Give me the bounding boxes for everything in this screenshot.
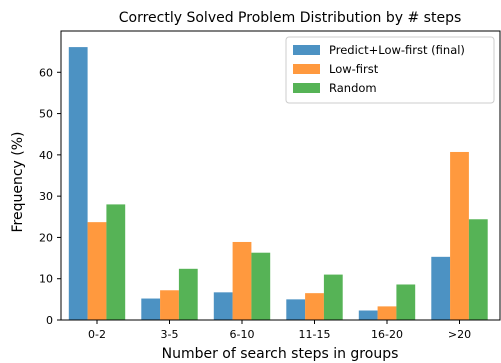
bar-0-3	[286, 299, 306, 320]
x-axis-title: Number of search steps in groups	[162, 346, 399, 362]
legend-box	[285, 36, 495, 104]
bar-0-5	[431, 256, 451, 320]
y-tick-label: 10	[39, 273, 53, 286]
bar-2-3	[323, 274, 343, 320]
bar-1-1	[160, 290, 179, 320]
x-tick-label: 6-10	[230, 328, 255, 341]
y-tick-label: 0	[46, 314, 53, 327]
legend: Predict+Low-first (final) Low-first Random	[285, 36, 495, 104]
y-tick-label: 50	[39, 108, 53, 121]
bar-1-3	[305, 293, 324, 320]
bar-2-4	[396, 284, 416, 320]
bar-1-2	[232, 241, 252, 320]
bar-0-0	[68, 47, 88, 320]
y-tick-label: 60	[39, 66, 53, 79]
bar-2-0	[106, 204, 126, 320]
bar-2-5	[468, 219, 488, 320]
y-tick-label: 30	[39, 190, 53, 203]
y-axis-title: Frequency (%)	[10, 131, 26, 232]
bars-group	[68, 47, 488, 320]
legend-label-1: Low-first	[329, 62, 379, 76]
y-tick-label: 20	[39, 231, 53, 244]
legend-label-0: Predict+Low-first (final)	[329, 43, 465, 57]
bar-1-0	[87, 222, 107, 320]
bar-0-4	[358, 310, 378, 320]
legend-swatch-0	[293, 45, 320, 55]
bar-2-2	[251, 252, 271, 320]
x-tick-label: 16-20	[371, 328, 403, 341]
axes-group	[60, 30, 501, 321]
legend-swatch-1	[293, 64, 320, 74]
legend-swatch-2	[293, 83, 320, 93]
x-tick-label: >20	[448, 328, 471, 341]
x-tick-label: 3-5	[161, 328, 179, 341]
bar-1-4	[377, 306, 397, 320]
chart-title: Correctly Solved Problem Distribution by…	[119, 10, 462, 26]
bar-0-2	[213, 292, 233, 320]
x-tick-label: 11-15	[299, 328, 331, 341]
y-tick-label: 40	[39, 149, 53, 162]
x-ticks-group: 0-2 3-5 6-10 11-15 16-20 >20	[88, 320, 471, 341]
bar-0-1	[141, 298, 161, 320]
plot-frame	[60, 30, 501, 321]
y-ticks-group: 0 10 20 30 40 50 60	[39, 66, 61, 327]
bar-1-5	[450, 151, 469, 320]
x-tick-label: 0-2	[88, 328, 106, 341]
bar-2-1	[178, 268, 198, 320]
legend-label-2: Random	[329, 81, 377, 95]
